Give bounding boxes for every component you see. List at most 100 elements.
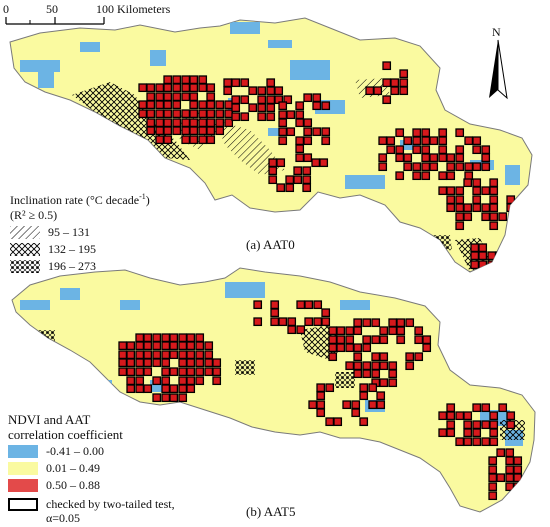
significant-cell: [206, 92, 216, 102]
significant-cell: [189, 135, 199, 145]
significant-cell: [313, 317, 323, 327]
significant-cell: [390, 78, 400, 88]
significant-cell: [295, 136, 305, 146]
significant-cell: [421, 128, 431, 138]
significant-cell: [287, 325, 297, 335]
caption-b: (b) AAT5: [246, 504, 296, 519]
significant-cell: [489, 212, 499, 222]
significant-cell: [371, 352, 381, 362]
significant-cell: [248, 86, 258, 96]
significant-cell: [286, 110, 296, 120]
significant-cell: [143, 367, 153, 377]
significant-cell: [505, 473, 515, 483]
significant-cell: [463, 437, 473, 447]
significant-cell: [481, 212, 491, 222]
significant-cell: [135, 350, 145, 360]
significant-cell: [212, 376, 222, 386]
significant-cell: [152, 341, 162, 351]
significant-cell: [403, 162, 413, 172]
significant-cell: [178, 333, 188, 343]
scale-label-0: 0: [3, 2, 9, 16]
significant-cell: [325, 383, 335, 393]
significant-cell: [498, 403, 508, 413]
significant-cell: [455, 437, 465, 447]
significant-cell: [438, 411, 448, 421]
significant-cell: [215, 126, 225, 136]
significant-cell: [189, 118, 199, 128]
map-b-significant-cells: [118, 300, 523, 501]
significant-cell: [388, 326, 398, 336]
significant-cell: [195, 333, 205, 343]
significant-cell: [429, 162, 439, 172]
significant-cell: [446, 411, 456, 421]
significant-cell: [189, 83, 199, 93]
significant-cell: [362, 335, 372, 345]
significant-cell: [204, 367, 214, 377]
significant-cell: [438, 153, 448, 163]
significant-cell: [395, 153, 405, 163]
significant-cell: [368, 383, 378, 393]
significant-cell: [135, 376, 145, 386]
significant-cell: [312, 93, 322, 103]
significant-cell: [313, 300, 323, 310]
significant-cell: [455, 186, 465, 196]
significant-cell: [438, 128, 448, 138]
significant-cell: [138, 83, 148, 93]
significant-cell: [481, 162, 491, 172]
significant-cell: [505, 448, 515, 458]
significant-cell: [422, 343, 432, 353]
significant-cell: [321, 136, 331, 146]
significant-cell: [405, 361, 415, 371]
significant-cell: [178, 384, 188, 394]
significant-cell: [155, 118, 165, 128]
swatch-negative: [8, 445, 38, 458]
significant-cell: [464, 171, 474, 181]
legend-a-title: Inclination rate (°C decade-1): [10, 192, 150, 207]
significant-cell: [316, 400, 326, 410]
significant-cell: [296, 325, 306, 335]
significant-cell: [181, 83, 191, 93]
significant-cell: [412, 145, 422, 155]
significant-cell: [478, 251, 488, 261]
significant-cell: [295, 118, 305, 128]
significant-cell: [212, 358, 222, 368]
significant-cell: [293, 166, 303, 176]
significant-cell: [422, 335, 432, 345]
significant-cell: [325, 417, 335, 427]
significant-cell: [231, 103, 241, 113]
significant-cell: [412, 171, 422, 181]
significant-cell: [321, 308, 331, 318]
significant-cell: [274, 86, 284, 96]
significant-cell: [421, 153, 431, 163]
significant-cell: [266, 103, 276, 113]
significant-cell: [489, 437, 499, 447]
significant-cell: [278, 317, 288, 327]
significant-cell: [178, 367, 188, 377]
significant-cell: [146, 92, 156, 102]
significant-cell: [353, 369, 363, 379]
significant-cell: [316, 408, 326, 418]
significant-cell: [126, 376, 136, 386]
significant-cell: [403, 136, 413, 146]
significant-cell: [163, 100, 173, 110]
significant-cell: [143, 358, 153, 368]
legend-b-class-3: 0.50 – 0.88: [8, 478, 100, 493]
significant-cell: [481, 437, 491, 447]
significant-cell: [446, 428, 456, 438]
significant-cell: [359, 391, 369, 401]
significant-cell: [388, 361, 398, 371]
significant-cell: [135, 341, 145, 351]
significant-cell: [172, 75, 182, 85]
significant-cell: [198, 118, 208, 128]
significant-cell: [278, 101, 288, 111]
significant-cell: [496, 448, 506, 458]
significant-cell: [189, 75, 199, 85]
significant-cell: [198, 126, 208, 136]
significant-cell: [302, 175, 312, 185]
map-a: [9, 17, 533, 273]
significant-cell: [240, 78, 250, 88]
significant-cell: [481, 145, 491, 155]
significant-cell: [253, 317, 263, 327]
significant-cell: [152, 376, 162, 386]
legend-a-class-3: 196 – 273: [10, 259, 96, 274]
